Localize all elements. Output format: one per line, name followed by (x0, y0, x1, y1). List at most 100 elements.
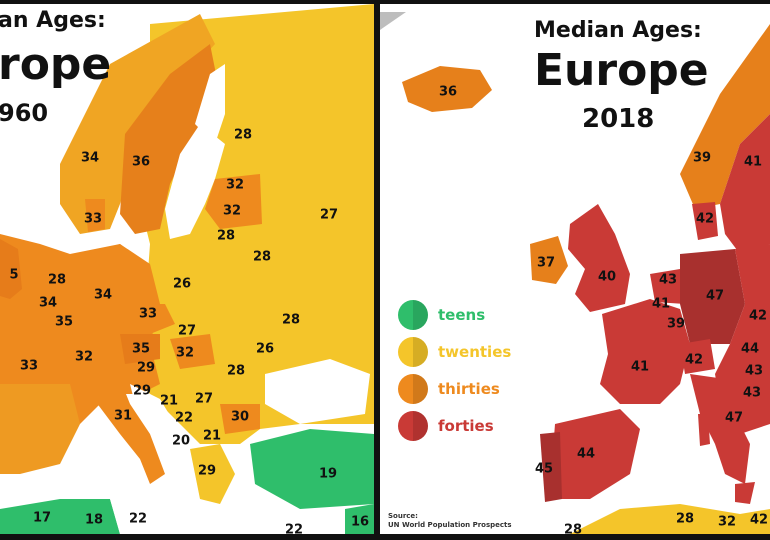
map-2018-median-age-label: 40 (597, 269, 617, 285)
region-uk (568, 204, 630, 312)
map-1960-median-age-label: 17 (32, 510, 52, 526)
map-1960-median-age-label: 26 (172, 276, 192, 292)
region-italy (90, 374, 165, 484)
map-1960-median-age-label: 35 (131, 341, 151, 357)
map-2018-median-age-label: 28 (675, 511, 695, 527)
legend-label-twenties: twenties (438, 342, 512, 361)
map-2018-median-age-label: 28 (563, 522, 583, 535)
map-1960-median-age-label: 27 (194, 391, 214, 407)
legend-swatch-forties (398, 410, 428, 441)
map-1960-median-age-label: 29 (132, 383, 152, 399)
region-sweden (120, 44, 220, 234)
map-2018-median-age-label: 37 (536, 255, 556, 271)
map-2018-title-line2: Europe (534, 45, 709, 96)
map-1960-median-age-label: 31 (113, 408, 133, 424)
legend-item-thirties: thirties (398, 370, 511, 407)
map-1960-median-age-label: 27 (319, 207, 339, 223)
map-2018-median-age-label: 43 (744, 363, 764, 379)
map-1960-median-age-label: 30 (230, 409, 250, 425)
map-1960-median-age-label: 28 (226, 363, 246, 379)
map-2018-median-age-label: 45 (534, 461, 554, 477)
map-1960-median-age-label: 16 (350, 514, 370, 530)
baltic-sea (165, 124, 225, 239)
map-2018-median-age-label: 36 (438, 84, 458, 100)
map-1960-median-age-label: 32 (225, 177, 245, 193)
legend-item-teens: teens (398, 296, 511, 333)
map-1960-year: 960 (0, 99, 49, 127)
region-switzerland (680, 339, 715, 374)
map-1960-panel: an Ages: rope 960 28 34 36 32 32 33 27 28 28 5 28 2… (0, 4, 374, 534)
region-sicily (735, 482, 755, 504)
map-1960-median-age-label: 32 (222, 203, 242, 219)
map-2018-title-line1: Median Ages: (534, 18, 702, 43)
legend-item-forties: forties (398, 407, 511, 444)
region-bulgaria (220, 404, 260, 434)
mediterranean-sea (60, 474, 280, 534)
map-2018-median-age-label: 42 (695, 211, 715, 227)
legend-swatch-twenties (398, 336, 428, 367)
map-1960-median-age-label: 22 (128, 511, 148, 527)
map-1960-median-age-label: 21 (202, 428, 222, 444)
map-1960-median-age-label: 28 (252, 249, 272, 265)
map-2018-median-age-label: 42 (748, 308, 768, 324)
map-2018-median-age-label: 43 (742, 385, 762, 401)
map-1960-median-age-label: 32 (74, 349, 94, 365)
region-iberia (0, 384, 80, 474)
region-ireland (530, 236, 568, 284)
region-czech (120, 304, 175, 334)
map-2018-panel: Median Ages: Europe 2018 teens twenties … (380, 4, 770, 534)
map-1960-median-age-label: 19 (318, 466, 338, 482)
source-label: Source: (388, 512, 418, 520)
map-2018-median-age-label: 47 (705, 288, 725, 304)
map-2018-median-age-label: 47 (724, 410, 744, 426)
map-1960-median-age-label: 26 (255, 341, 275, 357)
region-hungary (170, 334, 215, 369)
region-denmark (85, 199, 105, 232)
region-benelux (650, 269, 685, 304)
map-1960-median-age-label: 34 (80, 150, 100, 166)
region-turkey (250, 429, 374, 509)
map-1960 (0, 4, 374, 534)
region-italy (690, 374, 750, 484)
map-1960-median-age-label: 28 (216, 228, 236, 244)
region-greece (190, 444, 235, 504)
map-1960-median-age-label: 21 (159, 393, 179, 409)
region-north-africa (570, 504, 770, 534)
region-finland (215, 44, 290, 174)
region-sardinia (698, 414, 710, 446)
map-legend: teens twenties thirties forties (398, 296, 511, 444)
map-1960-median-age-label: 32 (175, 345, 195, 361)
map-1960-median-age-label: 29 (136, 360, 156, 376)
source-name: UN World Population Prospects (388, 521, 512, 529)
region-uk (0, 239, 22, 299)
source-note: Source: UN World Population Prospects (388, 512, 512, 530)
corner-marker (380, 12, 406, 30)
legend-swatch-thirties (398, 373, 428, 404)
map-1960-median-age-label: 18 (84, 512, 104, 528)
legend-swatch-teens (398, 299, 428, 330)
legend-label-thirties: thirties (438, 379, 500, 398)
region-spain (552, 409, 640, 499)
map-2018 (380, 12, 770, 534)
map-1960-median-age-label: 35 (54, 314, 74, 330)
map-1960-title-line2: rope (0, 39, 112, 90)
map-1960-median-age-label: 28 (47, 272, 67, 288)
region-baltics (205, 174, 262, 229)
map-2018-median-age-label: 44 (740, 341, 760, 357)
region-north-africa (0, 499, 120, 534)
map-2018-median-age-label: 41 (743, 154, 763, 170)
legend-label-teens: teens (438, 305, 486, 324)
gulf-of-bothnia (195, 64, 225, 144)
legend-label-forties: forties (438, 416, 494, 435)
adriatic-sea (130, 384, 175, 444)
region-denmark (692, 202, 718, 240)
map-1960-median-age-label: 33 (19, 358, 39, 374)
region-norway (680, 24, 770, 209)
map-2018-median-age-label: 42 (749, 512, 769, 528)
map-2018-median-age-label: 39 (692, 150, 712, 166)
map-1960-median-age-label: 36 (131, 154, 151, 170)
region-iceland (402, 66, 492, 112)
map-1960-median-age-label: 27 (177, 323, 197, 339)
region-austria (120, 334, 160, 364)
